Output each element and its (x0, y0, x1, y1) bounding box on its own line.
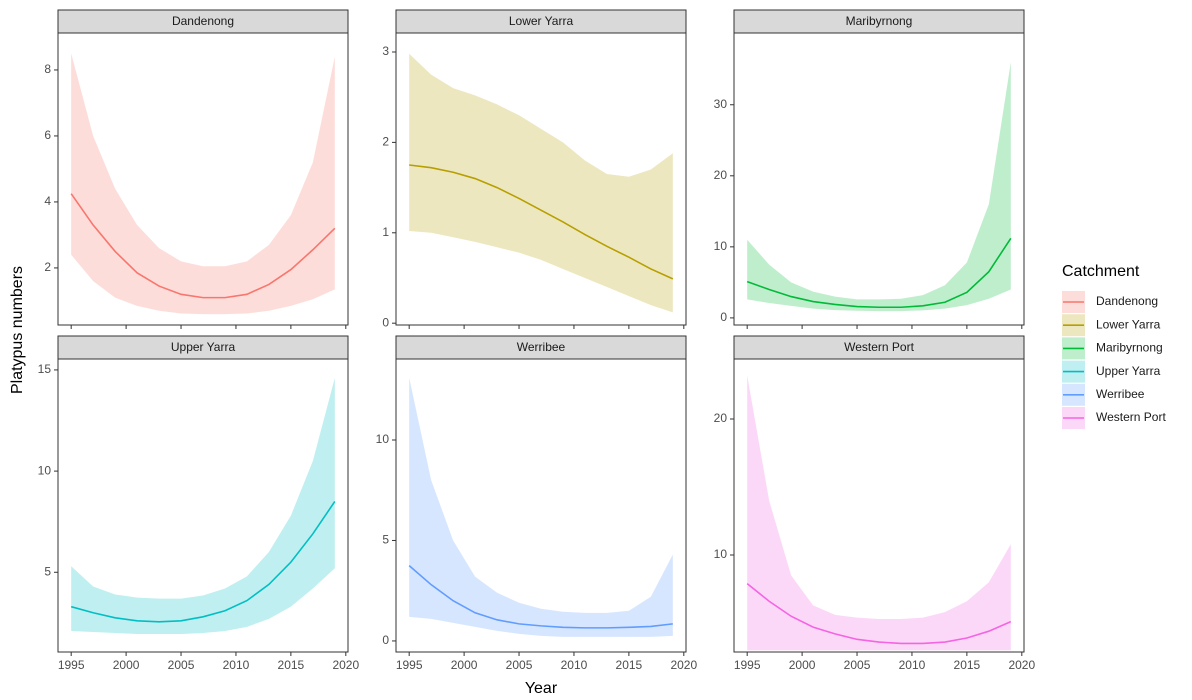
panel-border (395, 32, 687, 326)
panel-border (395, 358, 687, 653)
x-tick-label: 1995 (734, 658, 761, 672)
trend-line (409, 164, 674, 280)
legend-label: Upper Yarra (1096, 364, 1161, 378)
x-tick-label: 2015 (954, 658, 981, 672)
legend-label: Western Port (1096, 410, 1166, 424)
x-tick-label: 2010 (223, 658, 250, 672)
x-tick-label: 2020 (670, 658, 697, 672)
x-tick-label: 1995 (396, 658, 423, 672)
y-tick-label: 20 (714, 168, 728, 182)
x-tick-label: 2020 (332, 658, 359, 672)
x-tick-label: 2000 (451, 658, 478, 672)
x-axis-label: Year (525, 680, 558, 697)
strip-title: Werribee (517, 340, 566, 354)
x-tick-label: 2000 (113, 658, 140, 672)
trend-line (70, 501, 336, 623)
y-axis-label: Platypus numbers (9, 266, 26, 394)
panel-border (57, 32, 349, 326)
x-tick-label: 2015 (278, 658, 305, 672)
legend-label: Maribyrnong (1096, 341, 1163, 355)
confidence-band (747, 375, 1011, 651)
panel-border (733, 32, 1025, 326)
x-tick-label: 2010 (899, 658, 926, 672)
confidence-band (747, 62, 1011, 312)
panel-border (57, 358, 349, 653)
x-tick-label: 2005 (844, 658, 871, 672)
x-tick-label: 2005 (168, 658, 195, 672)
trend-line (408, 564, 673, 629)
x-tick-label: 2020 (1008, 658, 1035, 672)
x-tick-label: 2015 (616, 658, 643, 672)
x-tick-label: 2000 (789, 658, 816, 672)
y-tick-label: 8 (44, 62, 51, 76)
y-tick-label: 0 (382, 315, 389, 329)
y-tick-label: 10 (714, 239, 728, 253)
trend-line (746, 582, 1012, 645)
strip-title: Western Port (844, 340, 914, 354)
y-tick-label: 5 (44, 564, 51, 578)
x-tick-label: 1995 (58, 658, 85, 672)
y-tick-label: 4 (44, 194, 51, 208)
strip-title: Maribyrnong (846, 14, 913, 28)
confidence-band (409, 377, 673, 637)
panel-border (733, 358, 1025, 653)
confidence-band (409, 53, 673, 313)
x-tick-label: 2005 (506, 658, 533, 672)
legend-label: Dandenong (1096, 294, 1158, 308)
y-tick-label: 10 (714, 547, 728, 561)
y-tick-label: 0 (382, 633, 389, 647)
y-tick-label: 6 (44, 128, 51, 142)
y-tick-label: 30 (714, 97, 728, 111)
x-tick-label: 2010 (561, 658, 588, 672)
legend-label: Werribee (1096, 387, 1145, 401)
legend-label: Lower Yarra (1096, 317, 1161, 331)
y-tick-label: 15 (38, 362, 52, 376)
confidence-band (71, 53, 335, 315)
strip-title: Lower Yarra (509, 14, 574, 28)
strip-title: Dandenong (172, 14, 234, 28)
legend-title: Catchment (1062, 263, 1140, 280)
y-tick-label: 10 (376, 432, 390, 446)
y-tick-label: 0 (720, 310, 727, 324)
y-tick-label: 10 (38, 463, 52, 477)
y-tick-label: 5 (382, 533, 389, 547)
y-tick-label: 2 (44, 260, 51, 274)
y-tick-label: 1 (382, 225, 389, 239)
y-tick-label: 3 (382, 44, 389, 58)
trend-line (746, 237, 1012, 309)
y-tick-label: 20 (714, 411, 728, 425)
trend-line (70, 193, 336, 299)
y-tick-label: 2 (382, 135, 389, 149)
strip-title: Upper Yarra (171, 340, 236, 354)
confidence-band (71, 378, 335, 634)
